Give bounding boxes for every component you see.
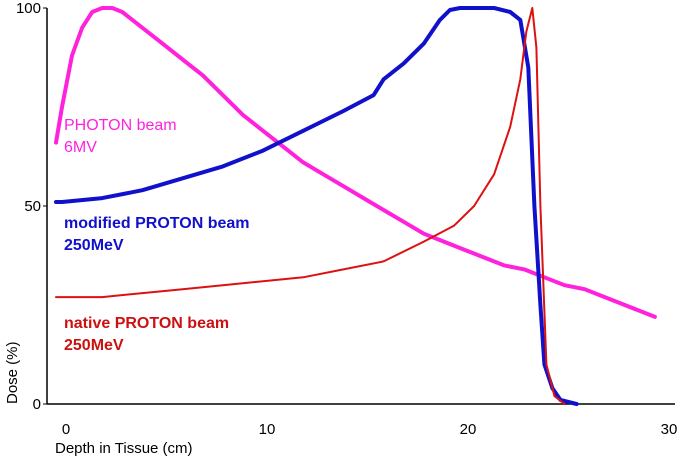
x-tick-label: 30 (661, 421, 678, 438)
y-tick-label: 50 (24, 198, 41, 215)
series-layer (54, 6, 657, 406)
y-axis-title: Dose (%) (4, 341, 21, 404)
y-tick-label: 100 (16, 0, 41, 17)
x-ticks: 0 10 20 30 (62, 421, 678, 438)
native-proton-label-name: native PROTON beam (64, 315, 229, 332)
modified-proton-beam-line (54, 6, 579, 406)
photon-label-energy: 6MV (64, 139, 97, 156)
modified-proton-label-energy: 250MeV (64, 237, 124, 254)
native-proton-beam-line (55, 7, 566, 405)
native-proton-label-energy: 250MeV (64, 337, 124, 354)
y-ticks: 0 50 100 (16, 0, 47, 413)
photon-label-name: PHOTON beam (64, 117, 177, 134)
x-tick-label: 0 (62, 421, 70, 438)
y-tick-label: 0 (33, 396, 41, 413)
modified-proton-label-name: modified PROTON beam (64, 215, 250, 232)
x-tick-label: 20 (460, 421, 477, 438)
x-tick-label: 10 (259, 421, 276, 438)
axes (46, 8, 675, 405)
x-axis-title: Depth in Tissue (cm) (55, 440, 193, 457)
photon-beam-line (54, 6, 657, 319)
